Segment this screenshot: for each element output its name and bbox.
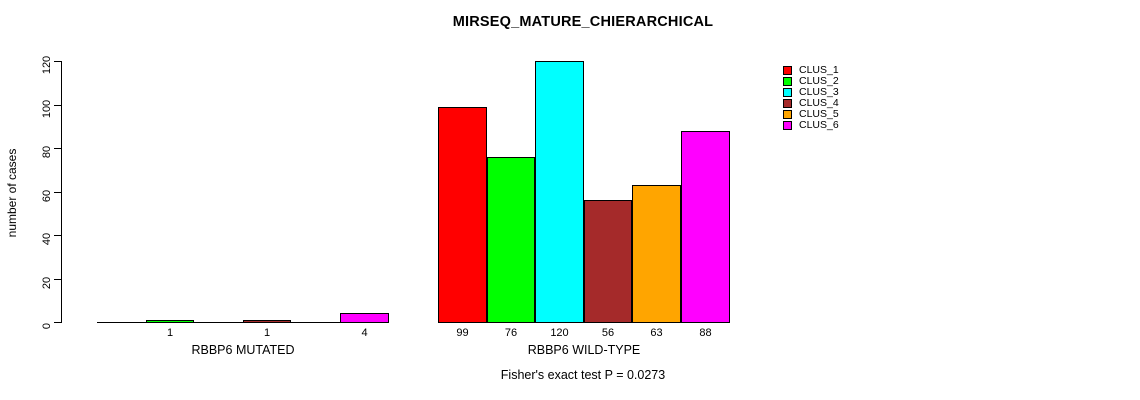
legend-label: CLUS_4 bbox=[799, 97, 839, 109]
legend-row: CLUS_5 bbox=[783, 109, 839, 120]
y-tick-label-text: 120 bbox=[41, 55, 53, 75]
bar-value-label: 76 bbox=[504, 327, 518, 339]
y-tick-label-text: 60 bbox=[41, 189, 53, 203]
chart-title: MIRSEQ_MATURE_CHIERARCHICAL bbox=[452, 14, 714, 30]
bar-clus_5-group-2 bbox=[632, 185, 681, 323]
bar-value-label: 1 bbox=[166, 327, 174, 339]
bar-value-label: 99 bbox=[456, 327, 469, 339]
legend-label: CLUS_5 bbox=[799, 108, 839, 120]
legend-row: CLUS_3 bbox=[783, 87, 839, 98]
y-tick-label-text: 0 bbox=[41, 322, 53, 330]
bar-value-label: 1 bbox=[263, 327, 271, 339]
legend-swatch bbox=[783, 99, 792, 108]
y-tick-label-text: 80 bbox=[41, 145, 53, 159]
y-axis-line bbox=[61, 61, 62, 323]
legend-row: CLUS_4 bbox=[783, 98, 839, 109]
legend-swatch bbox=[783, 77, 792, 86]
footnote: Fisher's exact test P = 0.0273 bbox=[500, 368, 666, 382]
y-tick bbox=[54, 279, 61, 280]
y-tick-label-text: 40 bbox=[41, 232, 53, 246]
bar-value-label: 120 bbox=[550, 327, 569, 339]
group-label: RBBP6 MUTATED bbox=[191, 343, 295, 357]
bar-clus_4-group-1 bbox=[243, 320, 291, 323]
bar-clus_2-group-1 bbox=[146, 320, 194, 323]
bar-clus_2-group-2 bbox=[487, 157, 535, 323]
y-tick-label-text: 20 bbox=[41, 276, 53, 290]
y-tick bbox=[54, 322, 61, 323]
y-tick bbox=[54, 105, 61, 106]
y-tick bbox=[54, 235, 61, 236]
y-tick bbox=[54, 192, 61, 193]
y-tick bbox=[54, 61, 61, 62]
legend-swatch bbox=[783, 110, 792, 119]
y-tick bbox=[54, 148, 61, 149]
bar-clus_4-group-2 bbox=[584, 200, 632, 323]
legend-row: CLUS_2 bbox=[783, 76, 839, 87]
legend-row: CLUS_1 bbox=[783, 65, 839, 76]
y-tick-label-text: 100 bbox=[41, 99, 53, 119]
legend-label: CLUS_3 bbox=[799, 86, 839, 98]
legend-swatch bbox=[783, 88, 792, 97]
group-label: RBBP6 WILD-TYPE bbox=[527, 343, 641, 357]
legend-row: CLUS_6 bbox=[783, 120, 839, 131]
legend-label: CLUS_6 bbox=[799, 119, 839, 131]
bar-value-label: 4 bbox=[361, 327, 368, 339]
legend-swatch bbox=[783, 66, 792, 75]
legend-label: CLUS_1 bbox=[799, 64, 839, 76]
legend-swatch bbox=[783, 121, 792, 130]
bar-value-label: 88 bbox=[699, 327, 712, 339]
bar-value-label: 63 bbox=[650, 327, 663, 339]
legend-label: CLUS_2 bbox=[799, 75, 839, 87]
bar-clus_3-group-2 bbox=[535, 61, 584, 323]
bar-clus_6-group-1 bbox=[340, 313, 389, 323]
legend: CLUS_1 CLUS_2 CLUS_3 CLUS_4 CLUS_5 CLUS_6 bbox=[783, 65, 839, 131]
bar-clus_1-group-2 bbox=[438, 107, 487, 323]
bar-clus_6-group-2 bbox=[681, 131, 730, 323]
bar-value-label: 56 bbox=[601, 327, 615, 339]
